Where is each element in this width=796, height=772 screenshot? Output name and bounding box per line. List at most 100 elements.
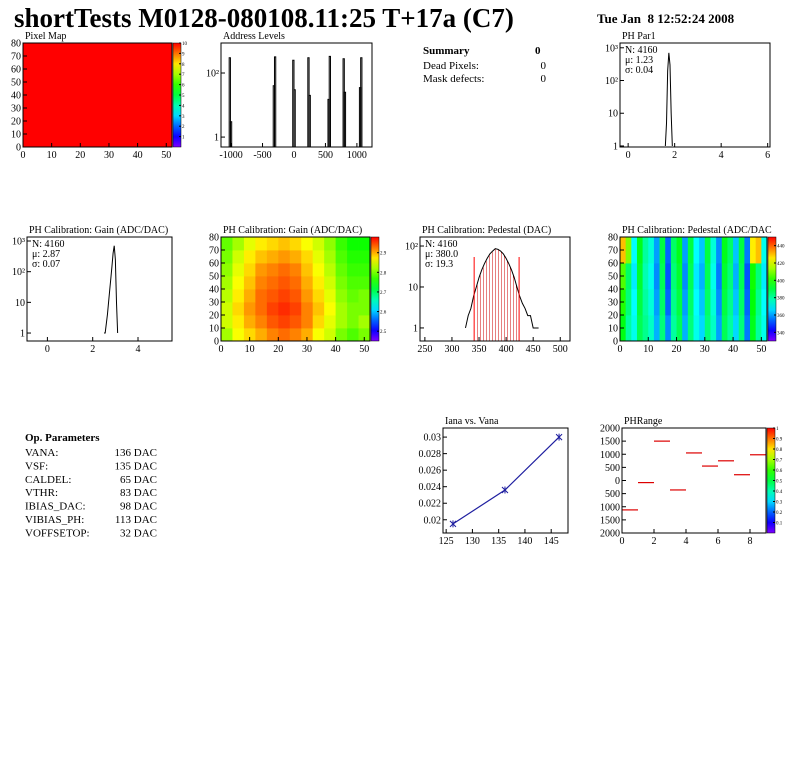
heat-cell [648,289,655,316]
x-tick-label: 6 [765,150,770,161]
x-tick-label: 400 [499,344,514,355]
op-value: 113 DAC [115,514,157,526]
heat-cell [278,237,291,251]
y-tick-label: 0.028 [419,449,442,460]
frame [442,427,569,534]
color-bar [370,236,380,342]
x-tick-label: 135 [491,536,506,547]
hist-bin [293,89,296,147]
z-tick-label: 380 [777,297,785,302]
heat-cell [699,263,706,290]
heat-cell [255,250,268,264]
heat-cell [221,237,233,251]
y-tick-label: 0 [613,337,618,348]
heat-cell [648,263,655,290]
z-tick-label: 0.5 [776,480,783,485]
heat-cell [642,289,649,316]
x-tick-label: 0 [626,150,631,161]
heat-cell [301,302,314,316]
x-tick-label: 500 [318,150,333,161]
heat-cell [347,289,359,303]
heat-cell [243,263,256,277]
heat-cell [625,237,632,264]
heat-cell [676,315,683,341]
heat-cell [335,302,348,316]
z-tick-label: 0.2 [776,511,783,516]
heat-cell [324,289,337,303]
heat-cell [289,302,302,316]
z-tick-label: 0.9 [776,438,783,443]
heat-cell [232,315,245,329]
heat-cell [682,315,689,341]
y-tick-label: 1 [20,329,25,340]
heat-cell [312,315,325,329]
heat-cell [335,289,348,303]
heat-cell [693,315,700,341]
page-title: shortTests M0128-080108.11:25 T+17a (C7) [14,3,514,33]
plot-area [622,440,766,511]
op-name: VANA: [25,447,58,459]
heat-cell [232,276,245,290]
heat-cell [347,315,359,329]
heat-cell [665,263,672,290]
heat-cell [665,289,672,316]
op-value: 32 DAC [120,527,157,539]
heat-cell [670,237,677,264]
heat-cell [716,237,723,264]
heat-cell [704,237,711,264]
y-tick-label: 1000 [600,502,620,513]
heat-cell [255,302,268,316]
heat-cell [704,289,711,316]
plot-area [104,245,119,334]
heat-cell [648,315,655,341]
heat-cell [358,302,370,316]
heat-cell [733,289,740,316]
hist-bin [273,56,277,147]
heat-cell [682,237,689,264]
x-tick-label: 2 [652,536,657,547]
y-tick-label: 80 [209,233,219,244]
x-tick-label: 6 [716,536,721,547]
hist-bin [328,55,331,147]
heat-cell [676,289,683,316]
heat-cell [232,289,245,303]
summary-value: 0 [541,73,547,85]
x-tick-label: 4 [684,536,689,547]
heat-cell [659,315,666,341]
stats-text: N: 4160 [625,45,658,56]
heat-cell [738,315,745,341]
heat-cell [358,289,370,303]
frame [619,42,771,148]
heat-cell [335,237,348,251]
heat-cell [347,263,359,277]
plot-area [449,433,563,528]
z-tick-label: 0.7 [776,459,783,464]
heat-cell [312,276,325,290]
x-tick-label: -1000 [219,150,242,161]
op-name: VTHR: [25,487,58,499]
panel-title: PH Calibration: Pedestal (DAC) [422,225,551,236]
heat-cell [278,289,291,303]
panel: Iana vs. Vana 125 130 135 140 145 0.02 0.022 0.0… [419,416,569,547]
hist-bin [229,121,233,147]
heat-cell [278,315,291,329]
z-tick-label: 360 [777,314,785,319]
x-tick-label: 40 [728,344,738,355]
y-tick-label: 1500 [600,437,620,448]
heat-cell [755,237,762,264]
x-tick-label: 145 [544,536,559,547]
heat-cell [347,250,359,264]
heat-cell [727,263,734,290]
stats-text: N: 4160 [425,239,458,250]
heat-cell [699,315,706,341]
x-tick-label: 30 [700,344,710,355]
heat-cell [710,315,717,341]
heat-cell [221,263,233,277]
marker [449,520,457,528]
y-tick-label: 10² [206,69,219,80]
heat-cell [335,250,348,264]
x-tick-label: 10 [245,344,255,355]
plot-area [620,237,767,341]
heat-cell [625,263,632,290]
